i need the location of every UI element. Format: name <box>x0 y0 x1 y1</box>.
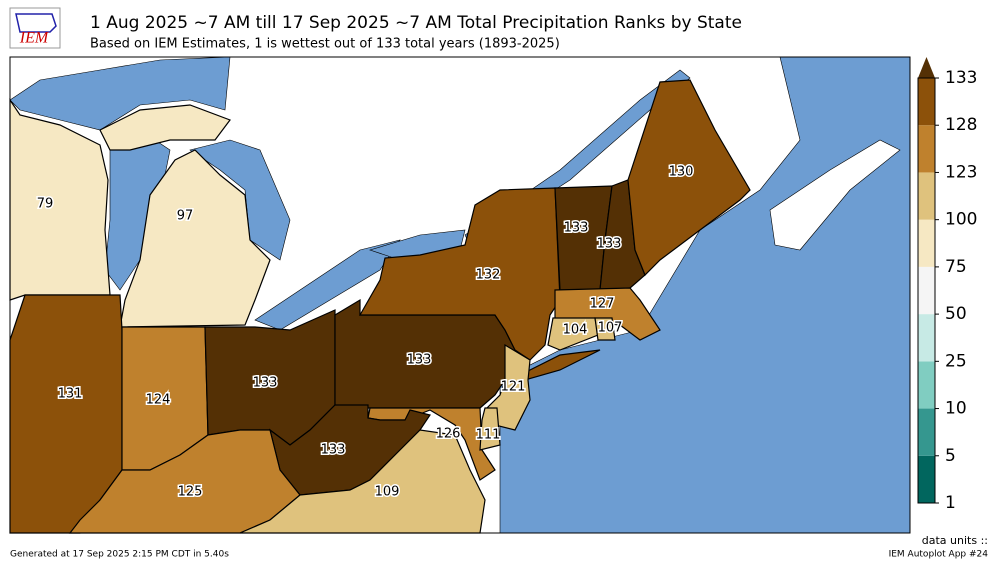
footer-generated: Generated at 17 Sep 2025 2:15 PM CDT in … <box>10 550 229 560</box>
logo: IEM <box>9 7 61 49</box>
region <box>68 429 301 534</box>
logo-state <box>15 13 57 33</box>
region-label: 125 <box>178 485 203 500</box>
colorbar-bin <box>918 172 935 220</box>
region <box>9 98 111 301</box>
region-label: 133 <box>564 221 589 236</box>
region-label: 133 <box>597 237 622 252</box>
lake-huron <box>189 139 291 261</box>
colorbar-label: 5 <box>945 446 956 466</box>
colorbar-label: 133 <box>945 68 977 88</box>
colorbar-label: 50 <box>945 304 967 324</box>
region-label: 107 <box>598 321 623 336</box>
colorbar-label: 75 <box>945 257 967 277</box>
region-label: 109 <box>375 485 400 500</box>
colorbar-label: 128 <box>945 115 977 135</box>
region-label: 133 <box>407 353 432 368</box>
colorbar-bin <box>918 78 935 126</box>
colorbar-frame <box>917 77 936 504</box>
region-label: 133 <box>253 376 278 391</box>
colorbar-label: 1 <box>945 493 956 513</box>
region-label: 104 <box>563 323 588 338</box>
region-label: 132 <box>476 268 501 283</box>
region <box>239 429 486 534</box>
region-label: 133 <box>321 443 346 458</box>
region-label: 111 <box>476 428 501 443</box>
colorbar-bin <box>918 408 935 456</box>
region-label: 121 <box>501 380 526 395</box>
units-label: data units :: <box>922 534 988 547</box>
region <box>547 317 599 351</box>
logo-text: IEM <box>19 30 50 47</box>
colorbar-extend <box>918 57 935 78</box>
colorbar: 1 5 10 25 50 75 100 123 128 133 <box>917 57 977 513</box>
footer-app: IEM Autoplot App #24 <box>889 550 989 560</box>
region-label: 79 <box>37 197 54 212</box>
region-label: 126 <box>436 427 461 442</box>
subtitle: Based on IEM Estimates, 1 is wettest out… <box>90 37 560 52</box>
colorbar-label: 123 <box>945 162 977 182</box>
colorbar-label: 25 <box>945 351 967 371</box>
nova-scotia <box>769 139 901 251</box>
colorbar-bin <box>918 125 935 173</box>
colorbar-bin <box>918 361 935 409</box>
colorbar-label: 100 <box>945 210 977 230</box>
colorbar-bin <box>918 266 935 315</box>
colorbar-bin <box>918 219 935 267</box>
colorbar-label: 10 <box>945 399 967 419</box>
region-label: 124 <box>146 393 171 408</box>
title: 1 Aug 2025 ~7 AM till 17 Sep 2025 ~7 AM … <box>90 13 742 33</box>
region-label: 130 <box>669 165 694 180</box>
colorbar-bin <box>918 455 935 503</box>
map-frame <box>9 56 911 534</box>
region <box>479 407 501 451</box>
region <box>594 317 616 341</box>
region-label: 97 <box>177 209 194 224</box>
lake-superior <box>9 56 231 131</box>
colorbar-bin <box>918 314 935 362</box>
region <box>627 79 751 277</box>
region-label: 131 <box>58 387 83 402</box>
region-label: 127 <box>590 297 615 312</box>
